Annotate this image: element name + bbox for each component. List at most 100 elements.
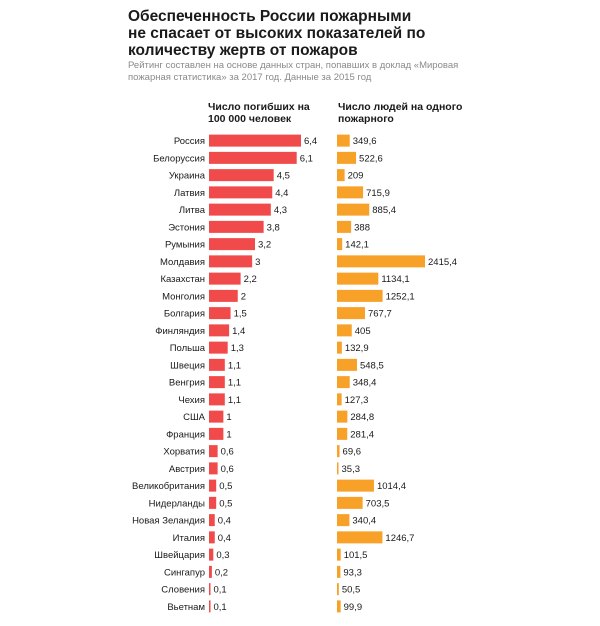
category-label: Украина — [169, 171, 206, 182]
people-value-label: 548,5 — [360, 360, 384, 371]
deaths-bar — [209, 341, 228, 354]
people-bar — [337, 203, 370, 216]
deaths-bar — [209, 427, 224, 440]
deaths-value-label: 1,4 — [232, 326, 245, 337]
people-column-header: Число людей на одного пожарного — [338, 101, 463, 125]
category-label: Вьетнам — [167, 602, 205, 613]
category-label: Хорватия — [163, 447, 205, 458]
people-value-label: 69,6 — [343, 447, 362, 458]
category-label: Швейцария — [154, 550, 205, 561]
people-value-label: 388 — [354, 222, 370, 233]
deaths-value-label: 3,2 — [258, 240, 271, 251]
deaths-value-label: 0,1 — [214, 602, 227, 613]
deaths-bar — [209, 307, 231, 320]
people-bar — [337, 134, 350, 147]
deaths-value-label: 4,3 — [274, 205, 287, 216]
people-bar — [337, 600, 341, 613]
deaths-value-label: 2,2 — [244, 274, 257, 285]
category-label: Польша — [170, 343, 206, 354]
deaths-bar — [209, 376, 225, 389]
deaths-value-label: 0,1 — [214, 585, 227, 596]
category-label: Латвия — [174, 188, 205, 199]
people-value-label: 127,3 — [345, 395, 369, 406]
people-bar — [337, 186, 364, 199]
category-label: Австрия — [169, 464, 205, 475]
chart-title: Обеспеченность России пожарными не спаса… — [128, 8, 426, 59]
category-label: Монголия — [162, 291, 205, 302]
people-value-label: 209 — [348, 171, 364, 182]
people-value-label: 1252,1 — [386, 291, 415, 302]
deaths-bar — [209, 462, 218, 475]
deaths-value-label: 0,5 — [219, 498, 232, 509]
people-value-label: 340,4 — [352, 516, 376, 527]
category-label: Новая Зеландия — [132, 516, 205, 527]
deaths-column-header: Число погибших на 100 000 человек — [208, 101, 310, 125]
people-value-label: 703,5 — [366, 498, 390, 509]
deaths-bar — [209, 289, 238, 302]
deaths-bar — [209, 565, 212, 578]
deaths-value-label: 1,1 — [228, 360, 241, 371]
category-label: Литва — [179, 205, 206, 216]
deaths-bar — [209, 514, 215, 527]
category-label: Белоруссия — [153, 153, 205, 164]
category-label: Казахстан — [160, 274, 205, 285]
category-label: Словения — [161, 585, 205, 596]
deaths-bar — [209, 134, 301, 147]
people-value-label: 284,8 — [350, 412, 374, 423]
people-value-label: 885,4 — [372, 205, 396, 216]
category-label: Венгрия — [169, 378, 205, 389]
deaths-value-label: 0,2 — [215, 567, 228, 578]
people-bar — [337, 427, 348, 440]
deaths-value-label: 3 — [255, 257, 260, 268]
deaths-bar — [209, 445, 218, 458]
category-label: Швеция — [170, 360, 205, 371]
people-value-label: 522,6 — [359, 153, 383, 164]
people-bar — [337, 151, 357, 164]
deaths-value-label: 6,1 — [300, 153, 313, 164]
category-label: Сингапур — [164, 567, 205, 578]
deaths-value-label: 1,1 — [228, 395, 241, 406]
deaths-bar — [209, 410, 224, 423]
category-label: Чехия — [178, 395, 205, 406]
deaths-value-label: 1,5 — [234, 309, 247, 320]
people-value-label: 349,6 — [353, 136, 377, 147]
category-label: Молдавия — [160, 257, 205, 268]
people-bar — [337, 462, 339, 475]
people-value-label: 281,4 — [350, 429, 374, 440]
deaths-value-label: 1 — [226, 412, 231, 423]
deaths-value-label: 1,1 — [228, 378, 241, 389]
category-label: Италия — [173, 533, 205, 544]
people-bar — [337, 255, 425, 268]
people-bar — [337, 410, 348, 423]
deaths-bar — [209, 151, 297, 164]
deaths-bar — [209, 169, 274, 182]
people-bar — [337, 565, 341, 578]
deaths-bar — [209, 531, 215, 544]
people-bar — [337, 324, 352, 337]
deaths-bar — [209, 255, 253, 268]
people-bar — [337, 220, 352, 233]
people-value-label: 93,3 — [343, 567, 362, 578]
category-label: Нидерланды — [149, 498, 206, 509]
people-value-label: 2415,4 — [428, 257, 457, 268]
people-bar — [337, 169, 345, 182]
chart-subtitle: Рейтинг составлен на основе данных стран… — [128, 60, 459, 83]
people-bar — [337, 307, 365, 320]
people-bar — [337, 583, 339, 596]
people-value-label: 50,5 — [342, 585, 361, 596]
category-label: Эстония — [168, 222, 205, 233]
deaths-value-label: 4,5 — [277, 171, 290, 182]
people-bar — [337, 514, 350, 527]
deaths-value-label: 1,3 — [231, 343, 244, 354]
people-bar — [337, 393, 342, 406]
people-value-label: 405 — [355, 326, 371, 337]
people-value-label: 1014,4 — [377, 481, 406, 492]
deaths-value-label: 2 — [241, 291, 246, 302]
deaths-bar — [209, 186, 273, 199]
deaths-bar — [209, 496, 217, 509]
deaths-value-label: 6,4 — [304, 136, 317, 147]
people-bar — [337, 376, 350, 389]
deaths-value-label: 0,4 — [218, 533, 231, 544]
deaths-bar — [209, 272, 241, 285]
